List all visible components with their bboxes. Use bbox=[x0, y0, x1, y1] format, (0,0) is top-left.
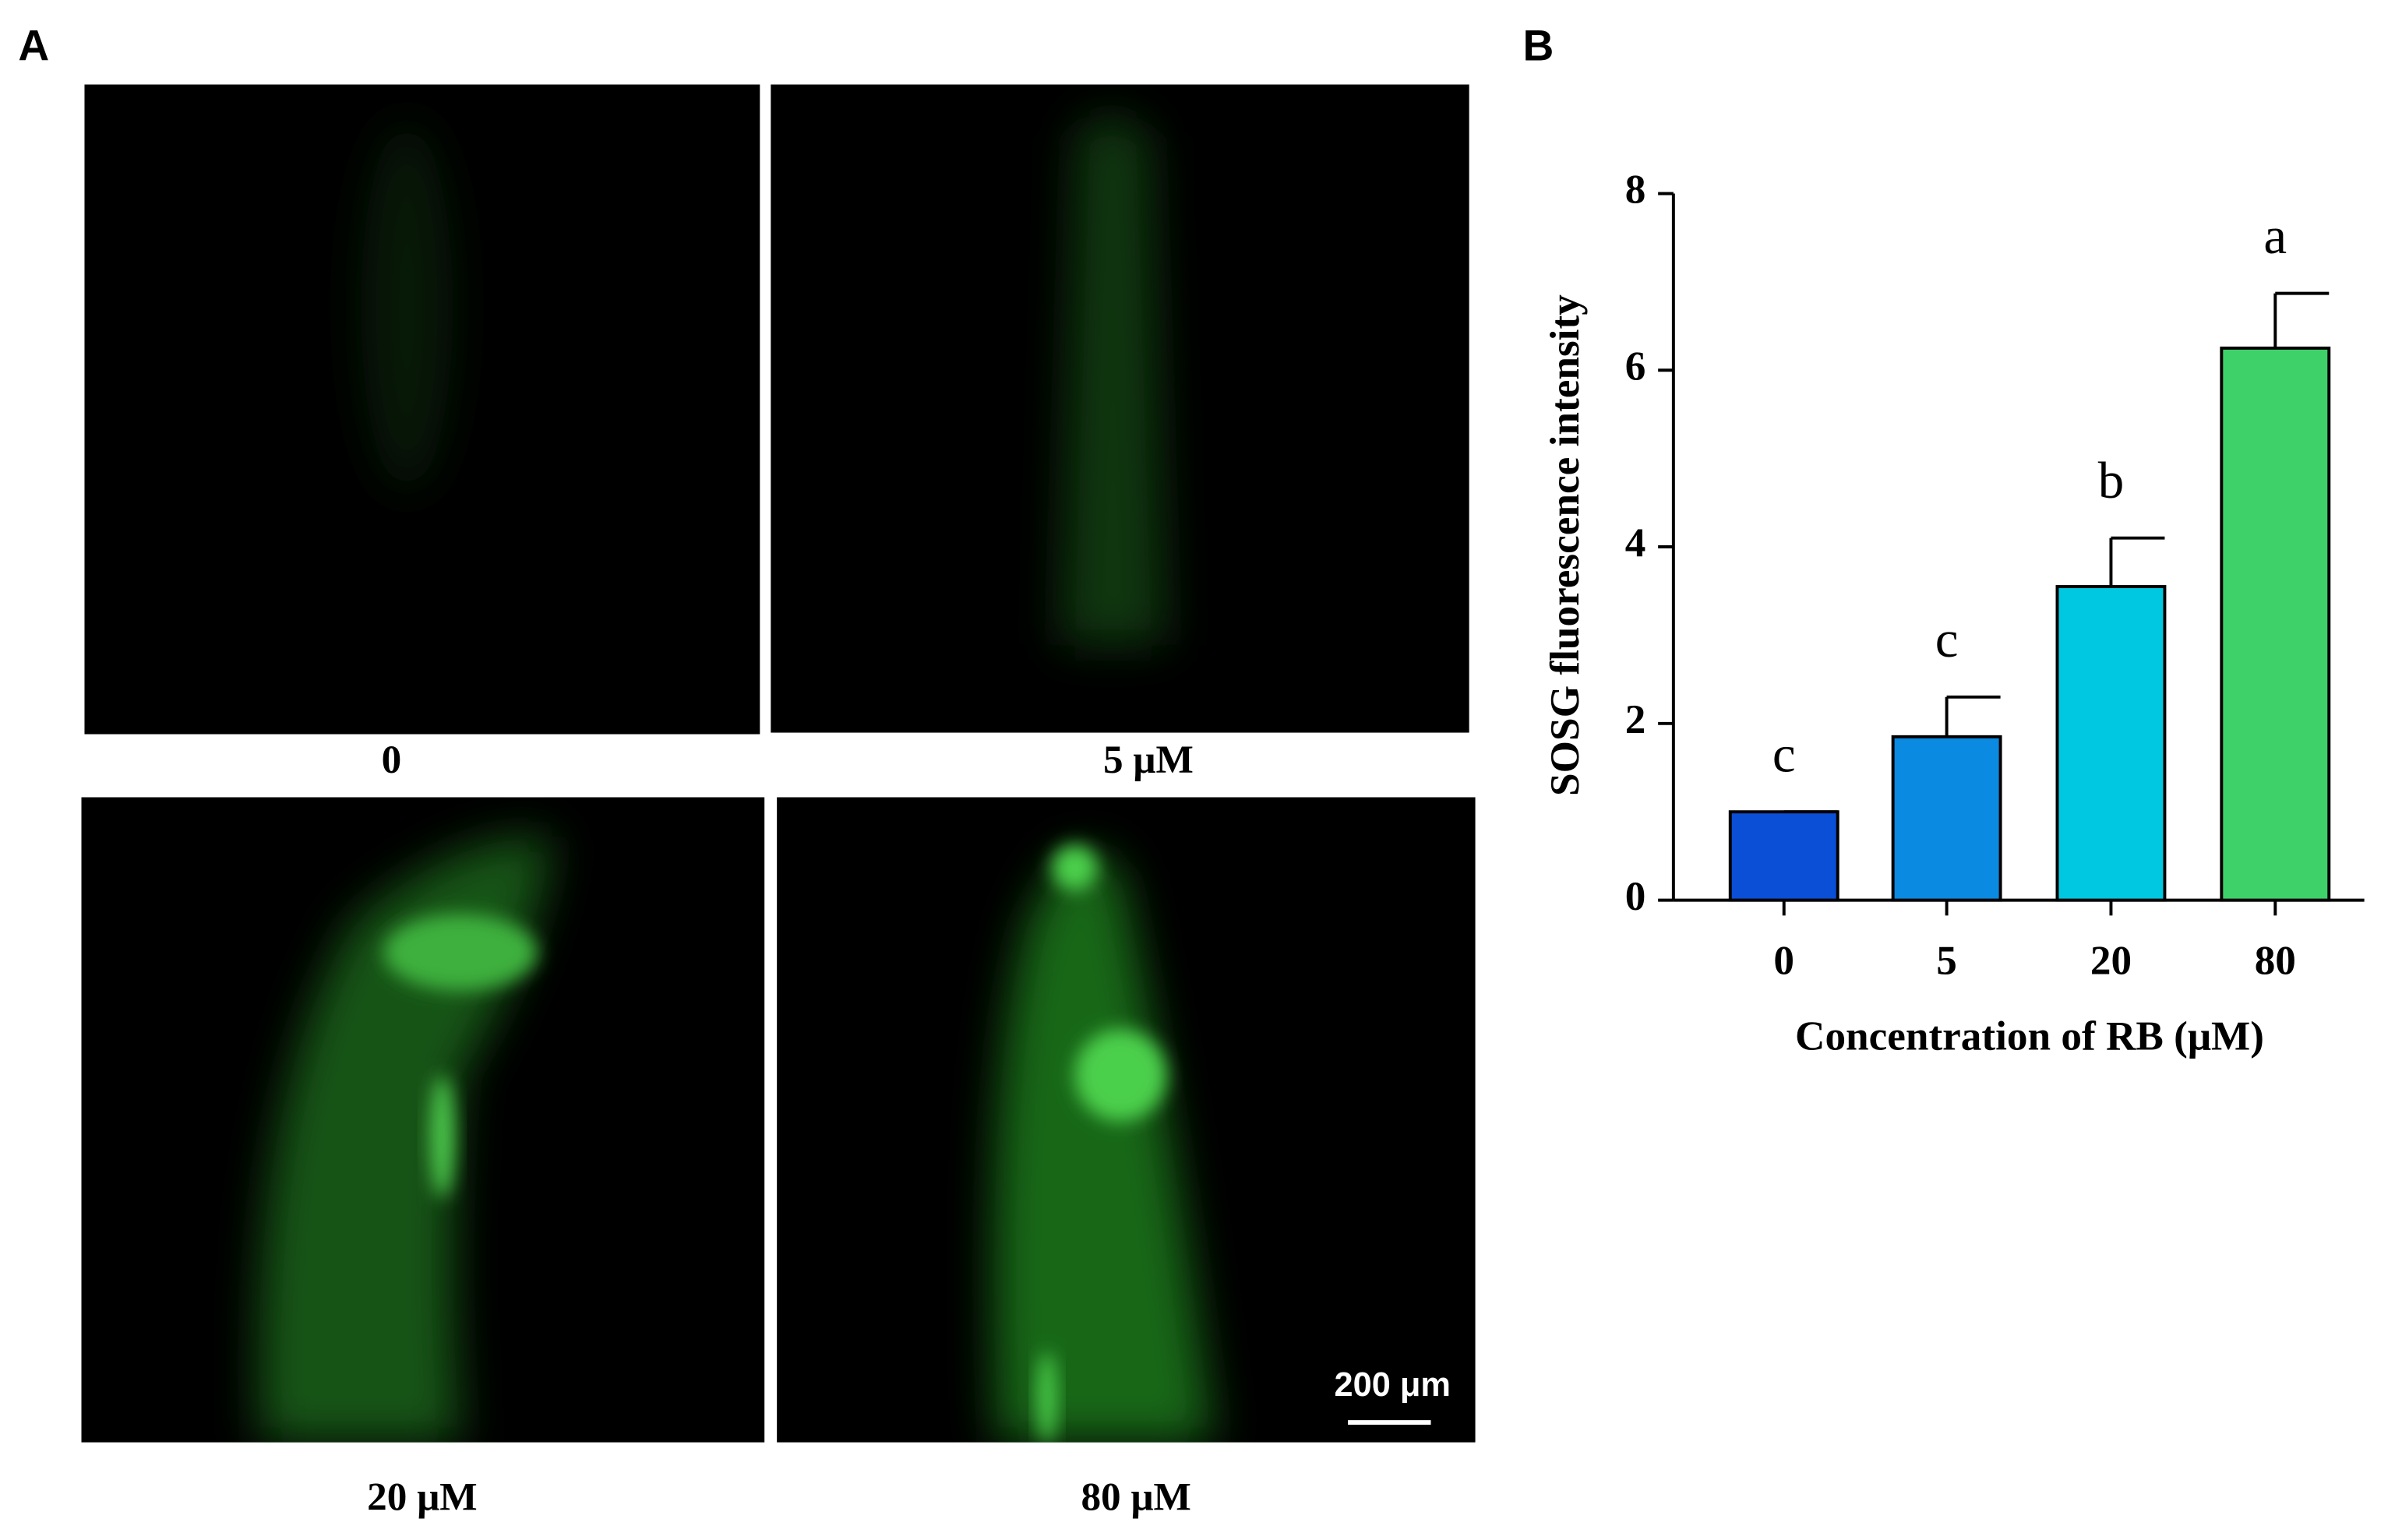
x-tick-label: 80 bbox=[2255, 938, 2296, 984]
image-caption: 0 bbox=[382, 738, 402, 782]
y-tick-label: 2 bbox=[1625, 696, 1646, 742]
significance-letter: a bbox=[2263, 207, 2287, 265]
x-tick-label: 5 bbox=[1936, 938, 1957, 984]
significance-letter: c bbox=[1772, 726, 1796, 784]
bar bbox=[2220, 346, 2331, 902]
y-axis-title: SOSG fluorescence intensity bbox=[1542, 294, 1588, 796]
panel-label: A bbox=[18, 22, 49, 70]
y-tick-label: 0 bbox=[1625, 873, 1646, 919]
micrograph bbox=[81, 797, 765, 1443]
scale-bar-label: 200 μm bbox=[1335, 1366, 1451, 1404]
y-tick-label: 8 bbox=[1625, 167, 1646, 213]
image-caption: 80 μM bbox=[1081, 1475, 1190, 1519]
y-tick-label: 4 bbox=[1625, 520, 1646, 566]
panel-label: B bbox=[1523, 22, 1554, 70]
significance-letter: b bbox=[2098, 452, 2125, 509]
significance-letter: c bbox=[1935, 611, 1959, 668]
micrograph bbox=[777, 797, 1476, 1443]
bar bbox=[2055, 585, 2167, 902]
y-tick-label: 6 bbox=[1625, 343, 1646, 389]
micrograph bbox=[84, 84, 760, 735]
image-caption: 5 μM bbox=[1103, 738, 1194, 782]
x-tick-label: 20 bbox=[2090, 938, 2132, 984]
bar bbox=[1891, 735, 2002, 902]
bar bbox=[1728, 810, 1839, 902]
x-tick-label: 0 bbox=[1773, 938, 1794, 984]
micrograph bbox=[771, 84, 1469, 733]
x-axis-title: Concentration of RB (μM) bbox=[1795, 1013, 2264, 1059]
image-caption: 20 μM bbox=[367, 1475, 477, 1519]
